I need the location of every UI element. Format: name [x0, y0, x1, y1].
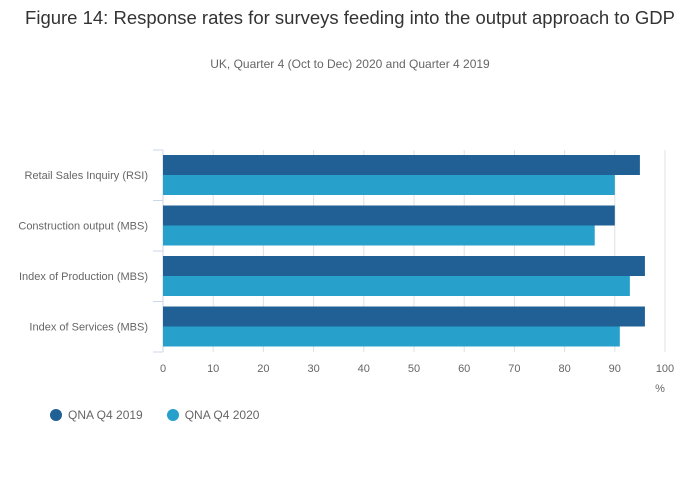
- legend-marker-icon: [50, 409, 62, 421]
- x-tick-label: 20: [257, 363, 269, 375]
- bar-2019: [163, 155, 640, 175]
- x-tick-label: 70: [508, 363, 520, 375]
- bar-2020: [163, 276, 630, 296]
- category-label: Retail Sales Inquiry (RSI): [25, 170, 149, 182]
- category-label: Index of Services (MBS): [29, 322, 148, 334]
- chart-subtitle: UK, Quarter 4 (Oct to Dec) 2020 and Quar…: [210, 57, 490, 71]
- bar-2019: [163, 205, 615, 226]
- x-tick-label: 30: [307, 363, 319, 375]
- legend-item[interactable]: QNA Q4 2019: [50, 408, 143, 422]
- x-tick-label: 10: [207, 363, 219, 375]
- x-tick-label: 80: [558, 363, 570, 375]
- legend-marker-icon: [166, 409, 179, 421]
- bar-2019: [163, 256, 645, 276]
- legend-item[interactable]: QNA Q4 2020: [166, 408, 260, 422]
- x-tick-label: 0: [160, 363, 166, 375]
- x-tick-label: 90: [609, 363, 621, 375]
- category-label: Index of Production (MBS): [19, 271, 148, 283]
- legend-label: QNA Q4 2020: [184, 408, 260, 422]
- x-tick-label: 50: [408, 363, 420, 375]
- bar-2020: [163, 326, 620, 347]
- x-tick-label: 40: [358, 363, 370, 375]
- bar-2020: [163, 225, 595, 246]
- category-label: Construction output (MBS): [18, 221, 148, 233]
- legend-label: QNA Q4 2019: [68, 408, 143, 422]
- x-axis-label: %: [655, 383, 665, 395]
- bar-2020: [163, 175, 615, 195]
- chart-title: Figure 14: Response rates for surveys fe…: [25, 7, 675, 28]
- x-tick-label: 100: [656, 363, 674, 375]
- legend: QNA Q4 2019 QNA Q4 2020: [50, 408, 259, 422]
- x-tick-label: 60: [458, 363, 470, 375]
- bar-2019: [163, 306, 645, 327]
